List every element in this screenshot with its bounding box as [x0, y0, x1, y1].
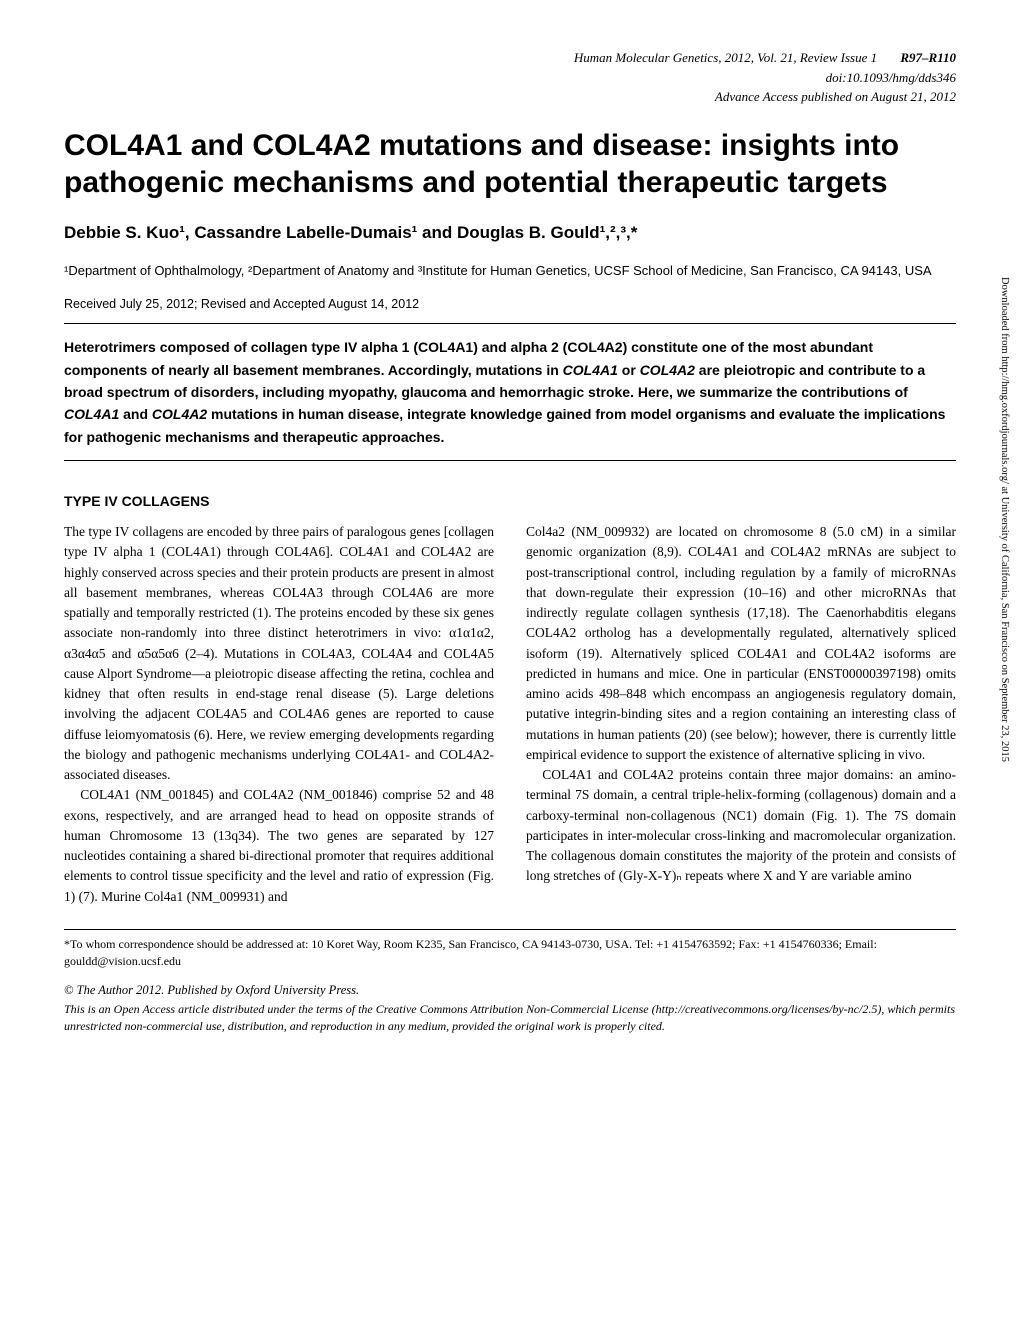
- abstract-t6: and: [119, 406, 152, 422]
- left-p1: The type IV collagens are encoded by thr…: [64, 522, 494, 785]
- page-range: R97–R110: [900, 50, 956, 65]
- abstract-g1: COL4A1: [563, 362, 618, 378]
- right-p2: COL4A1 and COL4A2 proteins contain three…: [526, 765, 956, 887]
- affiliation: ¹Department of Ophthalmology, ²Departmen…: [64, 261, 956, 281]
- advance-access: Advance Access published on August 21, 2…: [715, 89, 956, 104]
- received-dates: Received July 25, 2012; Revised and Acce…: [64, 295, 956, 314]
- rule-top: [64, 323, 956, 324]
- journal-name: Human Molecular Genetics, 2012, Vol. 21,…: [574, 50, 877, 65]
- abstract-g7: COL4A2: [152, 406, 207, 422]
- license-text: This is an Open Access article distribut…: [64, 1001, 956, 1035]
- left-column: The type IV collagens are encoded by thr…: [64, 522, 494, 907]
- correspondence-footnote: *To whom correspondence should be addres…: [64, 936, 956, 971]
- right-p1: Col4a2 (NM_009932) are located on chromo…: [526, 522, 956, 765]
- download-sidebar: Downloaded from http://hmg.oxfordjournal…: [996, 276, 1012, 761]
- right-column: Col4a2 (NM_009932) are located on chromo…: [526, 522, 956, 907]
- abstract: Heterotrimers composed of collagen type …: [64, 336, 956, 448]
- abstract-g5: COL4A1: [64, 406, 119, 422]
- abstract-g3: COL4A2: [640, 362, 695, 378]
- doi: doi:10.1093/hmg/dds346: [826, 70, 956, 85]
- copyright-line: © The Author 2012. Published by Oxford U…: [64, 981, 956, 1000]
- abstract-t2: or: [618, 362, 640, 378]
- left-p2: COL4A1 (NM_001845) and COL4A2 (NM_001846…: [64, 785, 494, 907]
- rule-bottom: [64, 460, 956, 461]
- two-column-body: The type IV collagens are encoded by thr…: [64, 522, 956, 907]
- article-title: COL4A1 and COL4A2 mutations and disease:…: [64, 127, 956, 202]
- section-heading: TYPE IV COLLAGENS: [64, 491, 956, 512]
- journal-header: Human Molecular Genetics, 2012, Vol. 21,…: [64, 48, 956, 107]
- authors-line: Debbie S. Kuo¹, Cassandre Labelle-Dumais…: [64, 220, 956, 246]
- footnote-rule: [64, 929, 956, 930]
